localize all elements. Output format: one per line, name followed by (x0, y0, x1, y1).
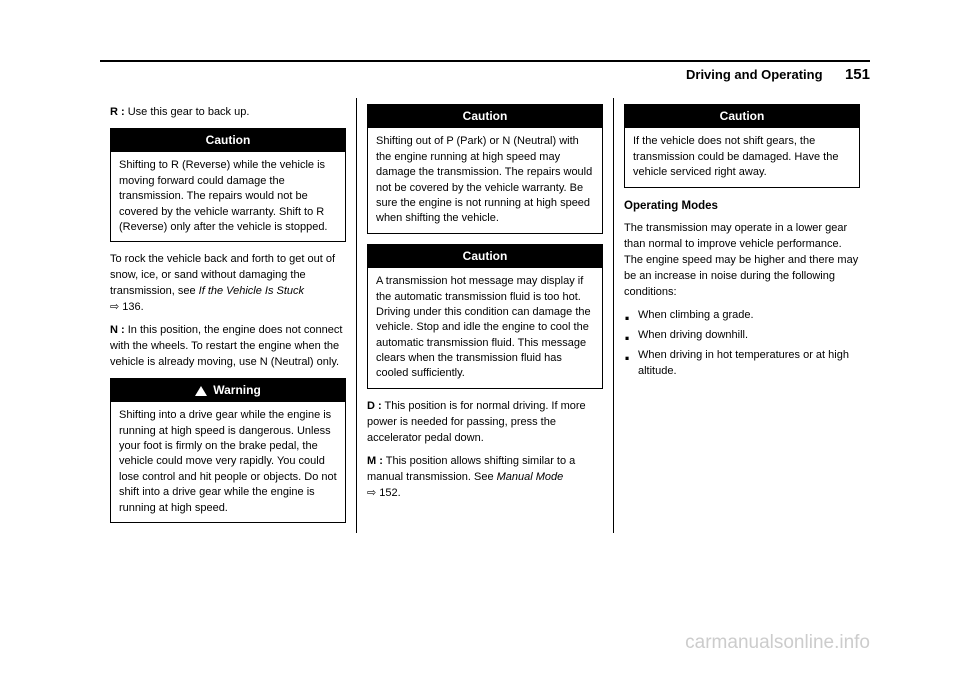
caution-box-no-shift: Caution If the vehicle does not shift ge… (624, 104, 860, 188)
m-ref: Manual Mode (497, 471, 564, 483)
caution-header: Caution (111, 129, 345, 152)
warning-title: Warning (213, 382, 261, 399)
list-item: When climbing a grade. (624, 308, 860, 324)
content-columns: R : Use this gear to back up. Caution Sh… (100, 98, 870, 533)
r-text: Use this gear to back up. (125, 106, 250, 118)
caution-header: Caution (625, 105, 859, 128)
n-gear-paragraph: N : In this position, the engine does no… (110, 323, 346, 371)
rock-paragraph: To rock the vehicle back and forth to ge… (110, 252, 346, 316)
column-3: Caution If the vehicle does not shift ge… (613, 98, 870, 533)
warning-box: Warning Shifting into a drive gear while… (110, 378, 346, 523)
warning-triangle-icon (195, 386, 207, 396)
conditions-list: When climbing a grade. When driving down… (624, 308, 860, 380)
m-gear-paragraph: M : This position allows shifting simila… (367, 454, 603, 502)
caution-box-transmission-hot: Caution A transmission hot message may d… (367, 244, 603, 389)
caution-box-shift-speed: Caution Shifting out of P (Park) or N (N… (367, 104, 603, 234)
rock-page-ref: ⇨ 136. (110, 301, 144, 313)
page-number: 151 (845, 66, 870, 83)
caution-body: Shifting to R (Reverse) while the vehicl… (111, 152, 345, 241)
caution-header: Caution (368, 105, 602, 128)
caution-body: A transmission hot message may display i… (368, 268, 602, 388)
watermark: carmanualsonline.info (685, 632, 870, 654)
d-text: This position is for normal driving. If … (367, 400, 586, 444)
caution-body: Shifting out of P (Park) or N (Neutral) … (368, 128, 602, 232)
list-item: When driving downhill. (624, 328, 860, 344)
caution-box-reverse: Caution Shifting to R (Reverse) while th… (110, 128, 346, 242)
caution-body: If the vehicle does not shift gears, the… (625, 128, 859, 186)
list-item: When driving in hot temperatures or at h… (624, 348, 860, 380)
m-page-ref: ⇨ 152. (367, 487, 401, 499)
d-gear-paragraph: D : This position is for normal driving.… (367, 399, 603, 447)
section-title: Driving and Operating (686, 67, 823, 82)
operating-modes-heading: Operating Modes (624, 198, 860, 215)
r-label: R : (110, 106, 125, 118)
warning-header: Warning (111, 379, 345, 402)
m-label: M : (367, 455, 383, 467)
r-gear-paragraph: R : Use this gear to back up. (110, 105, 346, 121)
n-label: N : (110, 324, 125, 336)
caution-header: Caution (368, 245, 602, 268)
column-2: Caution Shifting out of P (Park) or N (N… (356, 98, 613, 533)
d-label: D : (367, 400, 382, 412)
rock-ref: If the Vehicle Is Stuck (199, 285, 304, 297)
column-1: R : Use this gear to back up. Caution Sh… (100, 98, 356, 533)
n-text: In this position, the engine does not co… (110, 324, 342, 368)
warning-body: Shifting into a drive gear while the eng… (111, 402, 345, 522)
operating-modes-intro: The transmission may operate in a lower … (624, 221, 860, 301)
page-header: Driving and Operating 151 (100, 60, 870, 90)
page: Driving and Operating 151 R : Use this g… (0, 0, 960, 573)
